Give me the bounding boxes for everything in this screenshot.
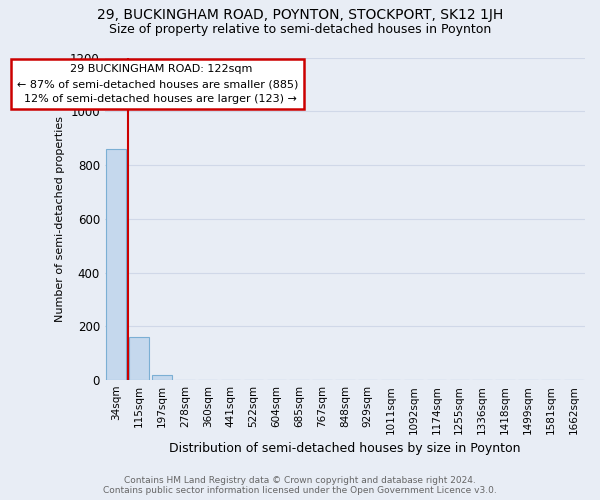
Text: 29, BUCKINGHAM ROAD, POYNTON, STOCKPORT, SK12 1JH: 29, BUCKINGHAM ROAD, POYNTON, STOCKPORT,… [97, 8, 503, 22]
Text: 29 BUCKINGHAM ROAD: 122sqm
← 87% of semi-detached houses are smaller (885)
  12%: 29 BUCKINGHAM ROAD: 122sqm ← 87% of semi… [17, 64, 298, 104]
Text: Contains HM Land Registry data © Crown copyright and database right 2024.
Contai: Contains HM Land Registry data © Crown c… [103, 476, 497, 495]
Y-axis label: Number of semi-detached properties: Number of semi-detached properties [55, 116, 65, 322]
Bar [106, 149, 126, 380]
Text: Size of property relative to semi-detached houses in Poynton: Size of property relative to semi-detach… [109, 22, 491, 36]
Bar [152, 374, 172, 380]
Bar [130, 337, 149, 380]
X-axis label: Distribution of semi-detached houses by size in Poynton: Distribution of semi-detached houses by … [169, 442, 521, 455]
